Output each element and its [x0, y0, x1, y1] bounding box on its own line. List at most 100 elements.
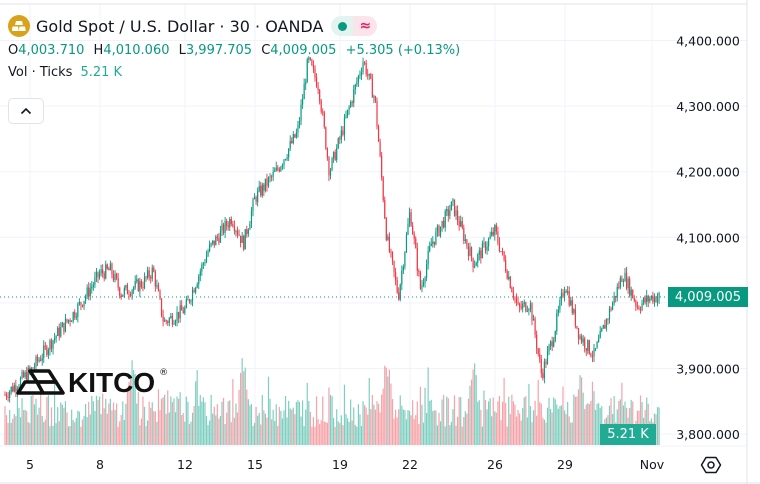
candle-up: [57, 326, 59, 337]
symbol-title-row[interactable]: Gold Spot / U.S. Dollar · 30 · OANDA ≈: [8, 14, 465, 38]
volume-bar: [556, 404, 558, 445]
candle-up: [274, 167, 276, 173]
candle-body: [323, 112, 325, 128]
price-scale[interactable]: 4,400.000 4,300.000 4,200.000 4,100.000 3,90…: [676, 34, 740, 443]
candle-body: [213, 240, 215, 246]
candle-down: [514, 296, 516, 304]
market-status[interactable]: ≈: [331, 16, 378, 36]
candle-body: [302, 99, 304, 105]
candle-body: [7, 397, 9, 399]
candle-down: [520, 300, 522, 311]
candle-body: [556, 313, 558, 332]
candle-down: [410, 208, 412, 227]
volume-bar: [35, 398, 37, 445]
volume-bar: [216, 404, 218, 445]
candle-body: [422, 282, 425, 286]
volume-bar: [145, 426, 147, 445]
candle-down: [314, 65, 316, 82]
volume-bar: [292, 407, 294, 445]
candle-up: [658, 291, 660, 304]
candle-up: [653, 293, 656, 307]
candle-body: [10, 386, 12, 392]
volume-bar: [253, 423, 256, 445]
candle-up: [619, 275, 621, 290]
candle-body: [498, 242, 501, 252]
candle-body: [47, 350, 49, 355]
symbol-title[interactable]: Gold Spot / U.S. Dollar · 30 · OANDA: [36, 16, 324, 36]
volume-bar: [91, 395, 93, 445]
candle-up: [89, 283, 91, 301]
volume-bar: [260, 424, 262, 445]
open-label: O: [8, 43, 19, 58]
candle-body: [229, 219, 231, 228]
candle-up: [21, 369, 23, 380]
candle-body: [460, 221, 462, 227]
candle-body: [329, 170, 332, 176]
candle-down: [117, 272, 119, 291]
volume-bar: [593, 391, 595, 445]
volume-bar: [613, 396, 615, 445]
candle-body: [15, 385, 17, 392]
volume-legend[interactable]: Vol · Ticks 5.21 K: [8, 65, 465, 80]
volume-bar: [354, 424, 356, 445]
candle-body: [401, 270, 403, 285]
candle-body: [461, 221, 463, 229]
candle-up: [548, 343, 550, 356]
candle-down: [181, 299, 183, 311]
volume-bar: [565, 414, 567, 445]
volume-bar: [173, 398, 175, 445]
candle-body: [433, 241, 435, 245]
registered-mark: ®: [159, 368, 169, 378]
candle-down: [222, 222, 225, 236]
candle-down: [188, 298, 191, 304]
volume-bar: [590, 400, 592, 445]
candle-body: [238, 234, 240, 236]
candle-down: [40, 355, 42, 362]
volume-bar: [77, 410, 79, 445]
volume-bar: [154, 411, 156, 445]
volume-bar: [444, 426, 446, 445]
volume-bar: [69, 426, 71, 445]
volume-bar: [212, 413, 214, 445]
candle-up: [402, 264, 404, 275]
candle-up: [205, 250, 208, 264]
candle-up: [95, 268, 98, 283]
candle-up: [333, 151, 335, 163]
candle-down: [370, 72, 372, 80]
candle-down: [525, 301, 527, 313]
candle-up: [478, 247, 480, 261]
volume-bar: [117, 426, 119, 445]
candle-body: [168, 318, 170, 323]
volume-bar: [164, 394, 166, 445]
candle-up: [336, 144, 338, 163]
candle-body: [219, 230, 222, 243]
candle-up: [196, 282, 198, 289]
market-open-dot-icon[interactable]: [331, 16, 354, 36]
candle-down: [236, 226, 239, 239]
chart-settings-button[interactable]: [700, 454, 722, 476]
volume-bar: [134, 374, 136, 445]
volume-bar: [377, 403, 380, 445]
time-scale[interactable]: 5 8 12 15 19 22 26 29 Nov: [26, 457, 665, 472]
candle-down: [537, 347, 539, 357]
candle-down: [443, 216, 445, 229]
volume-bar: [308, 401, 310, 445]
candle-down: [379, 138, 381, 158]
candle-body: [577, 328, 580, 339]
price-tick-label: 4,300.000: [676, 99, 740, 114]
candle-body: [193, 289, 195, 293]
candle-body: [258, 186, 260, 191]
approx-icon[interactable]: ≈: [353, 16, 378, 36]
volume-bar: [412, 400, 414, 445]
volume-bar: [302, 400, 304, 445]
candle-body: [477, 254, 479, 263]
candle-down: [315, 73, 318, 88]
candle-down: [621, 275, 623, 283]
candle-body: [599, 331, 601, 339]
volume-bar: [140, 418, 142, 445]
volume-bar: [534, 400, 536, 445]
candle-down: [238, 229, 240, 237]
collapse-legend-button[interactable]: [8, 98, 44, 124]
candle-body: [605, 319, 607, 329]
